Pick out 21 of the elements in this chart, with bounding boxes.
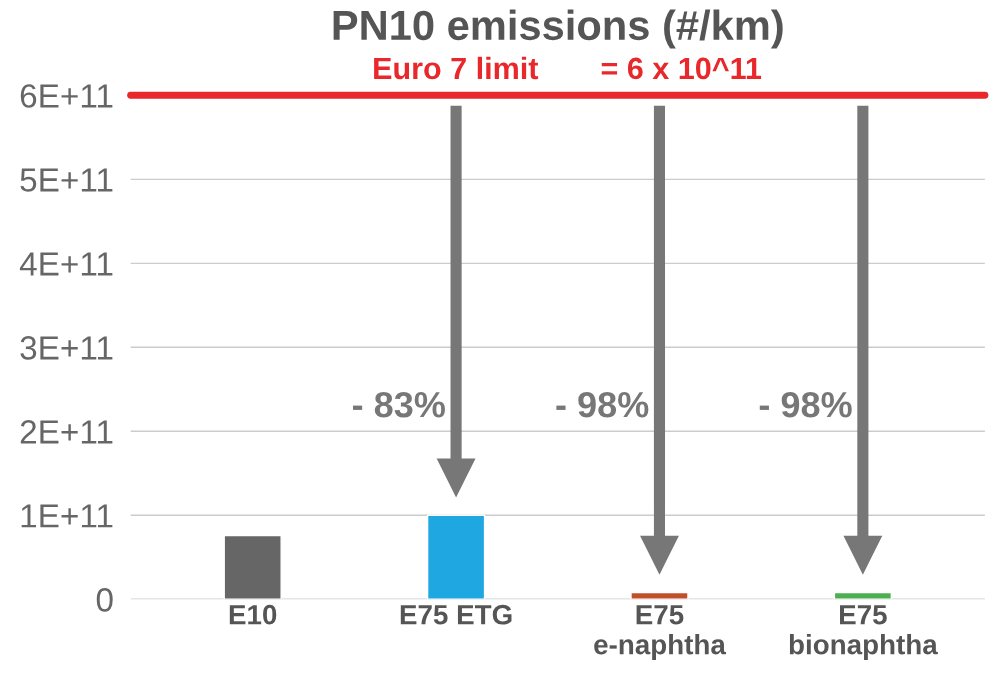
y-tick-label: 5E+11 <box>20 168 113 192</box>
x-tick-label: E75 bionaphtha <box>789 605 938 660</box>
bar <box>630 591 689 600</box>
x-tick-label: E75 ETG <box>400 604 512 625</box>
annotation: - 98% <box>759 391 852 418</box>
bar <box>426 514 486 600</box>
y-tick-label: 0 <box>96 588 113 612</box>
x-tick-label: E75 e-naphtha <box>594 605 727 660</box>
chart-title: PN10 emissions (#/km) <box>333 9 783 49</box>
y-tick-label: 6E+11 <box>20 84 113 108</box>
bar <box>833 591 893 600</box>
ref-line-label: Euro 7 limit <box>374 56 539 80</box>
y-tick-label: 4E+11 <box>19 252 113 276</box>
x-tick-label: E10 <box>229 604 277 625</box>
y-tick-label: 1E+11 <box>21 504 113 528</box>
y-tick-label: 2E+11 <box>20 420 113 444</box>
bar <box>223 534 282 600</box>
y-tick-label: 3E+11 <box>20 336 113 360</box>
annotation: - 98% <box>556 391 649 418</box>
text: = 6 x 10^11 <box>601 57 762 80</box>
annotation: - 83% <box>352 391 445 418</box>
